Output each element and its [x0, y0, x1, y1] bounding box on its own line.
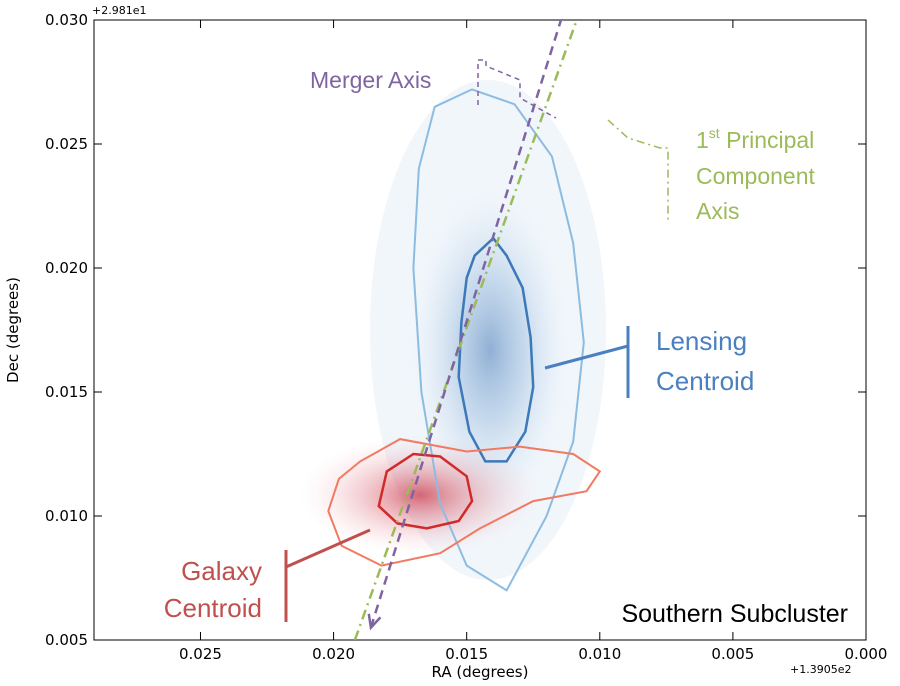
lensing-label-line1: Lensing — [656, 326, 747, 356]
lensing-bracket — [544, 326, 630, 398]
y-axis-ticks: 0.005 0.010 0.015 0.020 0.025 0.030 — [45, 11, 866, 649]
y-tick-label: 0.010 — [45, 507, 88, 525]
x-tick-label: 0.000 — [845, 645, 888, 663]
pca-leader-line — [607, 119, 669, 222]
y-axis-title: Dec (degrees) — [4, 277, 22, 383]
merger-axis-line — [369, 20, 563, 628]
x-tick-label: 0.010 — [578, 645, 621, 663]
x-tick-label: 0.005 — [711, 645, 754, 663]
merger-leader-line — [477, 59, 557, 119]
subcluster-label: Southern Subcluster — [621, 600, 848, 628]
galaxy-label-line2: Centroid — [164, 593, 262, 623]
pca-line1-rest: Principal — [720, 127, 815, 153]
galaxy-density — [300, 435, 540, 555]
galaxy-label-line1: Galaxy — [181, 556, 262, 586]
y-tick-label: 0.015 — [45, 383, 88, 401]
y-tick-label: 0.005 — [45, 631, 88, 649]
x-offset-label: +1.3905e2 — [790, 663, 851, 676]
x-axis-ticks: 0.025 0.020 0.015 0.010 0.005 0.000 — [179, 20, 887, 663]
pca-axis-line — [353, 20, 579, 640]
lensing-density — [412, 190, 568, 510]
galaxy-outer-contour — [327, 438, 602, 567]
x-tick-label: 0.015 — [445, 645, 488, 663]
pca-sup-text: st — [709, 125, 720, 141]
y-tick-label: 0.025 — [45, 135, 88, 153]
y-tick-label: 0.030 — [45, 11, 88, 29]
lensing-label-line2: Centroid — [656, 366, 754, 396]
y-offset-label: +2.981e1 — [92, 4, 146, 17]
galaxy-bracket — [284, 528, 371, 622]
pca-axis-label: 1st Principal — [696, 125, 814, 153]
merger-axis-label: Merger Axis — [310, 67, 431, 93]
merger-arrow-icon — [367, 613, 382, 631]
x-axis-title: RA (degrees) — [432, 663, 529, 681]
pca-axis-label-line2: Component — [696, 163, 816, 189]
y-tick-label: 0.020 — [45, 259, 88, 277]
galaxy-inner-contour — [377, 452, 474, 530]
x-tick-label: 0.025 — [179, 645, 222, 663]
pca-sup-num: 1 — [696, 127, 709, 153]
x-tick-label: 0.020 — [312, 645, 355, 663]
lensing-outer-contour — [412, 88, 585, 592]
pca-axis-label-line3: Axis — [696, 198, 739, 224]
